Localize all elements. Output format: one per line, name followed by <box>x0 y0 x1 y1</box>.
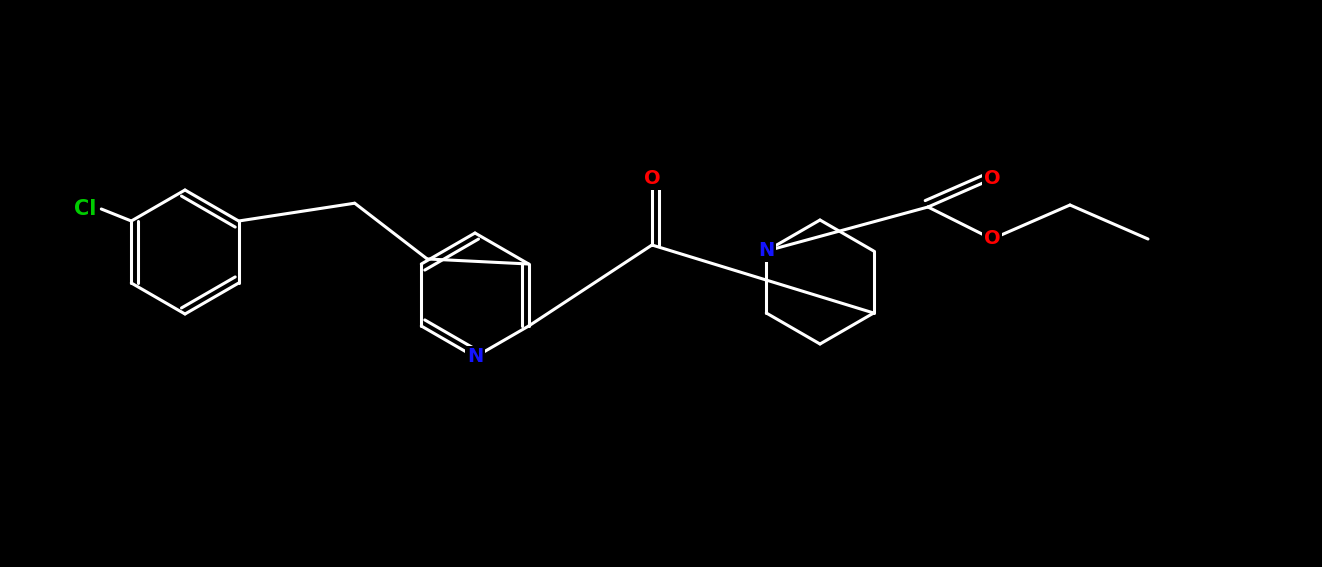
Text: N: N <box>467 348 483 366</box>
Text: O: O <box>984 170 1001 188</box>
Text: Cl: Cl <box>74 199 97 219</box>
Text: O: O <box>644 170 660 188</box>
Text: N: N <box>759 242 775 260</box>
Text: O: O <box>984 230 1001 248</box>
